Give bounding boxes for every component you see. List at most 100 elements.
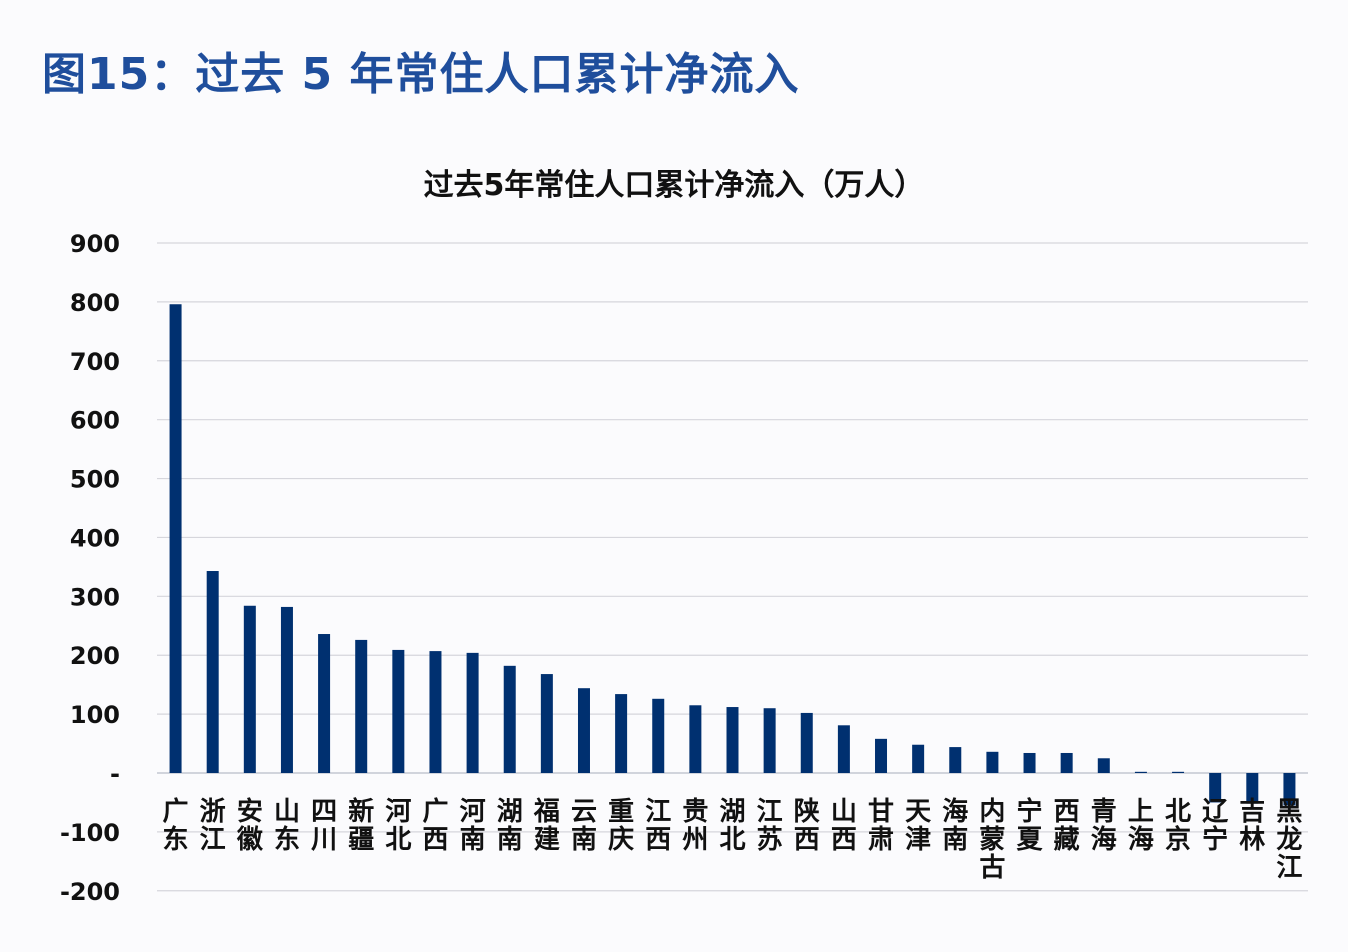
svg-text:京: 京: [1165, 824, 1191, 855]
bar: [577, 688, 590, 773]
chart-title: 过去5年常住人口累计净流入（万人）: [423, 168, 925, 203]
svg-text:山: 山: [831, 797, 857, 827]
x-category-label: 宁夏: [1017, 796, 1044, 855]
bar: [1134, 771, 1147, 773]
bar: [503, 665, 516, 773]
svg-text:西: 西: [794, 825, 820, 855]
bar: [206, 571, 219, 773]
bar: [243, 605, 256, 773]
svg-text:东: 东: [163, 824, 189, 855]
svg-text:南: 南: [942, 825, 968, 855]
svg-text:海: 海: [942, 797, 968, 827]
y-tick-label: -: [110, 760, 120, 788]
bar: [318, 634, 331, 773]
x-category-label: 山西: [831, 797, 857, 855]
bar: [689, 705, 702, 773]
bar: [392, 649, 405, 773]
x-category-label: 安徽: [236, 797, 264, 855]
bar: [652, 698, 665, 773]
svg-text:宁: 宁: [1202, 824, 1228, 855]
x-category-label: 贵州: [682, 797, 708, 855]
svg-text:北: 北: [1165, 797, 1191, 827]
x-category-label: 福建: [533, 797, 560, 855]
bar: [1283, 773, 1296, 806]
svg-text:川: 川: [311, 825, 337, 855]
y-tick-label: 700: [70, 348, 120, 376]
x-category-label: 上海: [1128, 797, 1154, 855]
y-tick-label: 100: [70, 701, 120, 729]
x-category-label: 浙江: [200, 797, 226, 855]
y-tick-label: 200: [70, 642, 120, 670]
svg-text:湖: 湖: [497, 797, 523, 827]
svg-text:天: 天: [905, 797, 931, 827]
y-tick-label: 600: [70, 407, 120, 435]
x-category-label: 西藏: [1054, 797, 1080, 855]
bar: [429, 651, 442, 773]
x-category-label: 广东: [163, 797, 189, 855]
svg-text:新: 新: [348, 796, 374, 827]
bar: [1209, 773, 1222, 803]
svg-text:江: 江: [200, 825, 226, 855]
y-tick-label: 900: [70, 230, 120, 258]
x-category-label: 新疆: [348, 796, 374, 855]
svg-text:青: 青: [1091, 797, 1117, 827]
bar: [1172, 771, 1185, 773]
svg-text:内: 内: [979, 797, 1005, 827]
bar: [726, 707, 739, 773]
svg-text:南: 南: [497, 825, 523, 855]
x-category-label: 吉林: [1239, 797, 1265, 855]
svg-text:北: 北: [385, 825, 411, 855]
svg-text:福: 福: [533, 797, 560, 827]
svg-text:重: 重: [608, 797, 634, 827]
y-tick-label: -100: [60, 819, 120, 847]
x-category-label: 四川: [311, 797, 337, 855]
svg-text:云: 云: [571, 797, 597, 827]
bar: [763, 708, 776, 773]
svg-text:林: 林: [1239, 825, 1265, 855]
svg-text:广: 广: [422, 797, 448, 827]
svg-text:北: 北: [719, 825, 745, 855]
y-tick-label: 800: [70, 289, 120, 317]
svg-text:海: 海: [1128, 825, 1154, 855]
x-category-label: 广西: [422, 797, 448, 855]
x-category-label: 重庆: [608, 797, 634, 855]
svg-text:广: 广: [163, 797, 189, 827]
x-category-label: 河北: [385, 797, 411, 855]
svg-text:徽: 徽: [236, 825, 264, 855]
x-category-label: 辽宁: [1202, 797, 1228, 855]
bar: [949, 747, 962, 773]
bar: [800, 712, 813, 773]
svg-text:津: 津: [905, 825, 931, 855]
svg-text:建: 建: [534, 825, 560, 855]
svg-text:疆: 疆: [348, 825, 374, 855]
svg-text:州: 州: [682, 825, 708, 855]
svg-text:庆: 庆: [608, 824, 634, 855]
svg-text:夏: 夏: [1017, 825, 1044, 855]
x-category-label: 海南: [942, 797, 968, 855]
svg-text:辽: 辽: [1202, 797, 1228, 827]
bar: [466, 652, 479, 773]
svg-text:湖: 湖: [719, 797, 745, 827]
svg-text:古: 古: [979, 853, 1005, 883]
svg-text:浙: 浙: [200, 797, 226, 827]
svg-text:上: 上: [1128, 797, 1154, 827]
x-category-label: 江西: [645, 797, 671, 855]
x-category-label: 内蒙古: [979, 797, 1005, 883]
svg-text:吉: 吉: [1239, 797, 1265, 827]
svg-text:海: 海: [1091, 825, 1117, 855]
bar: [1060, 752, 1073, 773]
svg-text:河: 河: [460, 797, 486, 827]
bar: [280, 606, 293, 773]
bar: [169, 304, 182, 773]
bar: [986, 751, 999, 773]
svg-text:南: 南: [460, 825, 486, 855]
bar: [875, 738, 888, 773]
svg-text:山: 山: [274, 797, 300, 827]
svg-text:肃: 肃: [868, 825, 894, 855]
bar: [1097, 758, 1110, 773]
x-category-label: 山东: [274, 797, 300, 855]
svg-text:蒙: 蒙: [979, 825, 1005, 855]
svg-text:苏: 苏: [757, 825, 783, 855]
svg-text:江: 江: [645, 797, 671, 827]
